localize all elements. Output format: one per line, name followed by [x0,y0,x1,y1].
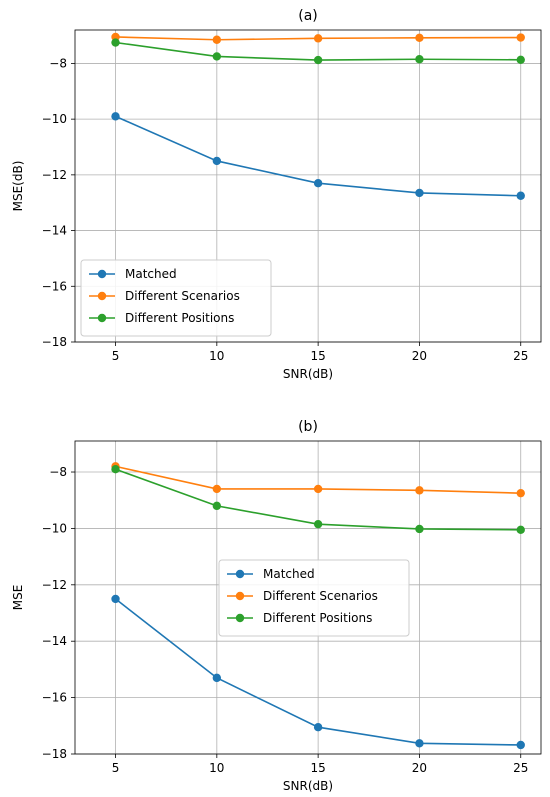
data-point [516,55,525,65]
data-point [516,191,525,200]
data-point [415,739,424,748]
legend: Matched Different Scenarios Different Posi… [218,559,410,637]
legend-marker [97,291,107,301]
y-tick-label: −12 [42,578,67,592]
data-point [516,33,525,42]
data-point [516,740,525,750]
plot-frame [74,29,542,343]
legend-label: Different Scenarios [263,589,378,603]
legend-box [218,559,410,637]
data-point [415,55,424,64]
x-tick-label: 10 [209,761,224,775]
legend-label: Different Scenarios [125,289,240,303]
data-point [111,112,120,121]
legend-marker [235,591,245,601]
legend: Matched Different Scenarios Different Posi… [80,259,272,337]
legend-marker [235,569,245,579]
plot-frame [74,440,542,755]
legend-box [80,259,272,337]
y-tick-label: −14 [42,224,67,238]
x-tick-label: 10 [209,349,224,363]
x-tick-label: 5 [112,349,120,363]
data-point [313,723,323,732]
x-tick-label: 20 [412,761,427,775]
y-tick-label: −12 [42,168,67,182]
x-tick-label: 15 [310,761,325,775]
y-tick-label: −10 [42,112,67,126]
y-tick-label: −18 [42,335,67,349]
chart-a: 5 10 15 20 25 −18 −16 −14 −12 −10 −8 (a) SNR(dB) MSE(… [11,8,542,381]
data-point [313,484,323,494]
legend-label: Matched [263,567,315,581]
x-tick-label: 25 [513,349,528,363]
data-point [111,464,120,474]
y-axis-label: MSE(dB) [11,161,25,212]
data-point [212,35,222,44]
x-axis-label: SNR(dB) [283,367,333,381]
data-point [313,519,323,529]
data-point [212,52,222,61]
legend-label: Matched [125,267,177,281]
data-point [313,34,323,43]
legend-marker [97,313,107,323]
data-point [212,501,222,511]
legend-marker [97,269,107,279]
data-point [111,594,120,604]
legend-marker [235,613,245,623]
data-point [415,486,424,495]
data-point [516,525,525,535]
data-point [516,488,525,498]
data-point [212,673,222,683]
legend-label: Different Positions [125,311,234,325]
chart-b: 5 10 15 20 25 −18 −16 −14 −12 −10 −8 (b) SNR(dB) MSE M… [11,419,542,793]
data-point [415,33,424,42]
data-point [415,524,424,534]
x-tick-label: 25 [513,761,528,775]
data-point [212,484,222,494]
data-point [313,179,323,188]
y-tick-label: −14 [42,634,67,648]
y-tick-label: −10 [42,521,67,535]
y-tick-label: −16 [42,279,67,293]
chart-title: (b) [298,419,318,435]
x-tick-label: 20 [412,349,427,363]
data-point [415,188,424,198]
x-axis-label: SNR(dB) [283,779,333,793]
y-tick-label: −16 [42,691,67,705]
y-tick-label: −8 [49,56,67,70]
y-tick-label: −8 [49,465,67,479]
data-point [313,55,323,65]
legend-label: Different Positions [263,611,372,625]
data-point [111,38,120,47]
chart-title: (a) [298,8,318,24]
data-point [212,156,222,166]
x-tick-label: 15 [310,349,325,363]
y-tick-label: −18 [42,747,67,761]
x-tick-label: 5 [112,761,120,775]
y-axis-label: MSE [11,585,25,611]
